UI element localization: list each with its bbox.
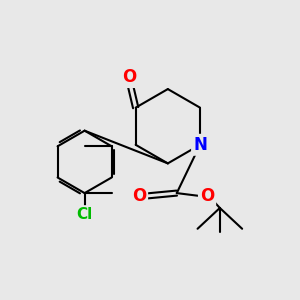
Text: N: N (193, 136, 207, 154)
Text: O: O (200, 187, 214, 205)
Text: O: O (132, 187, 146, 205)
Text: O: O (123, 68, 137, 86)
Text: Cl: Cl (76, 207, 93, 222)
